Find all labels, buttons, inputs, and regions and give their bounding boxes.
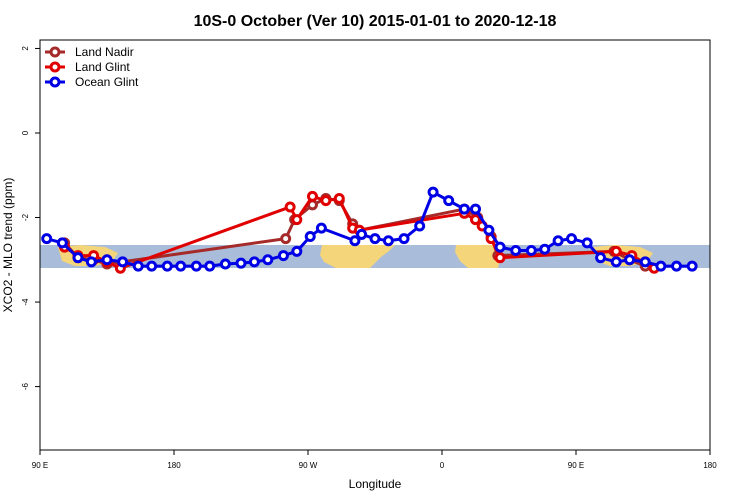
chart-title: 10S-0 October (Ver 10) 2015-01-01 to 202… — [194, 13, 557, 30]
data-point-ocean-glint — [427, 186, 439, 198]
data-point-ocean-glint — [56, 237, 68, 249]
legend-label: Ocean Glint — [75, 75, 139, 89]
plot-frame — [39, 39, 711, 451]
data-point-ocean-glint — [219, 258, 231, 270]
data-point-land-glint — [306, 190, 318, 202]
data-point-ocean-glint — [566, 233, 578, 245]
legend-item-land-glint: Land Glint — [45, 60, 130, 74]
land-south-america — [320, 245, 395, 268]
data-point-ocean-glint — [624, 254, 636, 266]
data-point-ocean-glint — [101, 254, 113, 266]
data-point-ocean-glint — [161, 260, 173, 272]
x-tick-label: 180 — [703, 461, 717, 470]
legend-label: Land Glint — [75, 60, 130, 74]
data-point-land-nadir — [280, 233, 292, 245]
data-point-ocean-glint — [382, 235, 394, 247]
legend-marker — [49, 76, 61, 88]
data-point-ocean-glint — [470, 203, 481, 215]
data-point-ocean-glint — [41, 233, 53, 245]
data-point-ocean-glint — [175, 260, 187, 272]
data-point-ocean-glint — [595, 252, 607, 264]
data-point-ocean-glint — [117, 256, 129, 268]
x-tick-label: 180 — [167, 461, 181, 470]
data-point-ocean-glint — [190, 260, 202, 272]
data-point-land-glint — [610, 245, 622, 257]
y-tick-label: -2 — [21, 213, 30, 221]
x-tick-label: 0 — [440, 461, 445, 470]
data-point-land-glint — [470, 214, 481, 226]
data-point-ocean-glint — [146, 260, 158, 272]
data-point-ocean-glint — [85, 256, 97, 268]
data-point-ocean-glint — [510, 244, 522, 256]
data-point-land-glint — [494, 252, 506, 264]
data-point-ocean-glint — [552, 235, 564, 247]
x-tick-label: 90 W — [299, 461, 318, 470]
x-tick-label: 90 E — [32, 461, 48, 470]
y-tick-label: -6 — [21, 382, 30, 390]
data-point-ocean-glint — [369, 233, 381, 245]
data-point-ocean-glint — [483, 224, 495, 236]
data-point-land-glint — [320, 195, 332, 207]
data-point-ocean-glint — [132, 260, 144, 272]
data-point-ocean-glint — [291, 245, 303, 257]
axes: 90 E 180 90 W 0 90 E 180 2 0 -2 -4 -6 — [21, 46, 717, 470]
data-point-land-glint — [284, 201, 296, 213]
data-point-ocean-glint — [262, 254, 274, 266]
data-point-ocean-glint — [72, 252, 84, 264]
data-point-ocean-glint — [235, 257, 247, 269]
legend-item-land-nadir: Land Nadir — [45, 45, 134, 59]
data-point-ocean-glint — [304, 231, 316, 243]
data-point-ocean-glint — [639, 256, 651, 268]
data-point-land-glint — [291, 214, 303, 226]
data-point-ocean-glint — [315, 222, 327, 234]
data-point-ocean-glint — [204, 260, 216, 272]
data-point-ocean-glint — [610, 256, 622, 268]
data-point-ocean-glint — [655, 260, 667, 272]
series-ocean-glint — [41, 186, 698, 272]
data-point-ocean-glint — [349, 235, 361, 247]
data-point-ocean-glint — [277, 250, 289, 262]
data-point-ocean-glint — [539, 243, 551, 255]
x-tick-label: 90 E — [568, 461, 584, 470]
data-point-ocean-glint — [248, 256, 260, 268]
data-point-ocean-glint — [414, 220, 426, 232]
data-point-ocean-glint — [671, 260, 682, 272]
y-axis-title: XCO2 - MLO trend (ppm) — [1, 178, 15, 313]
data-point-ocean-glint — [398, 233, 410, 245]
data-point-ocean-glint — [458, 203, 470, 215]
series-layer — [41, 186, 698, 274]
legend-label: Land Nadir — [75, 45, 134, 59]
legend-item-ocean-glint: Ocean Glint — [45, 75, 139, 89]
x-axis-title: Longitude — [349, 477, 402, 491]
data-point-ocean-glint — [356, 228, 368, 240]
data-point-ocean-glint — [494, 241, 506, 253]
data-point-ocean-glint — [525, 244, 537, 256]
y-tick-label: 2 — [21, 46, 30, 51]
data-point-ocean-glint — [581, 237, 593, 249]
land-africa — [455, 245, 501, 268]
y-tick-label: -4 — [21, 298, 30, 306]
legend-marker — [49, 46, 61, 58]
data-point-ocean-glint — [443, 195, 455, 207]
data-point-ocean-glint — [686, 260, 698, 272]
legend-marker — [49, 61, 61, 73]
y-tick-label: 0 — [21, 130, 30, 135]
data-point-land-glint — [333, 193, 345, 205]
